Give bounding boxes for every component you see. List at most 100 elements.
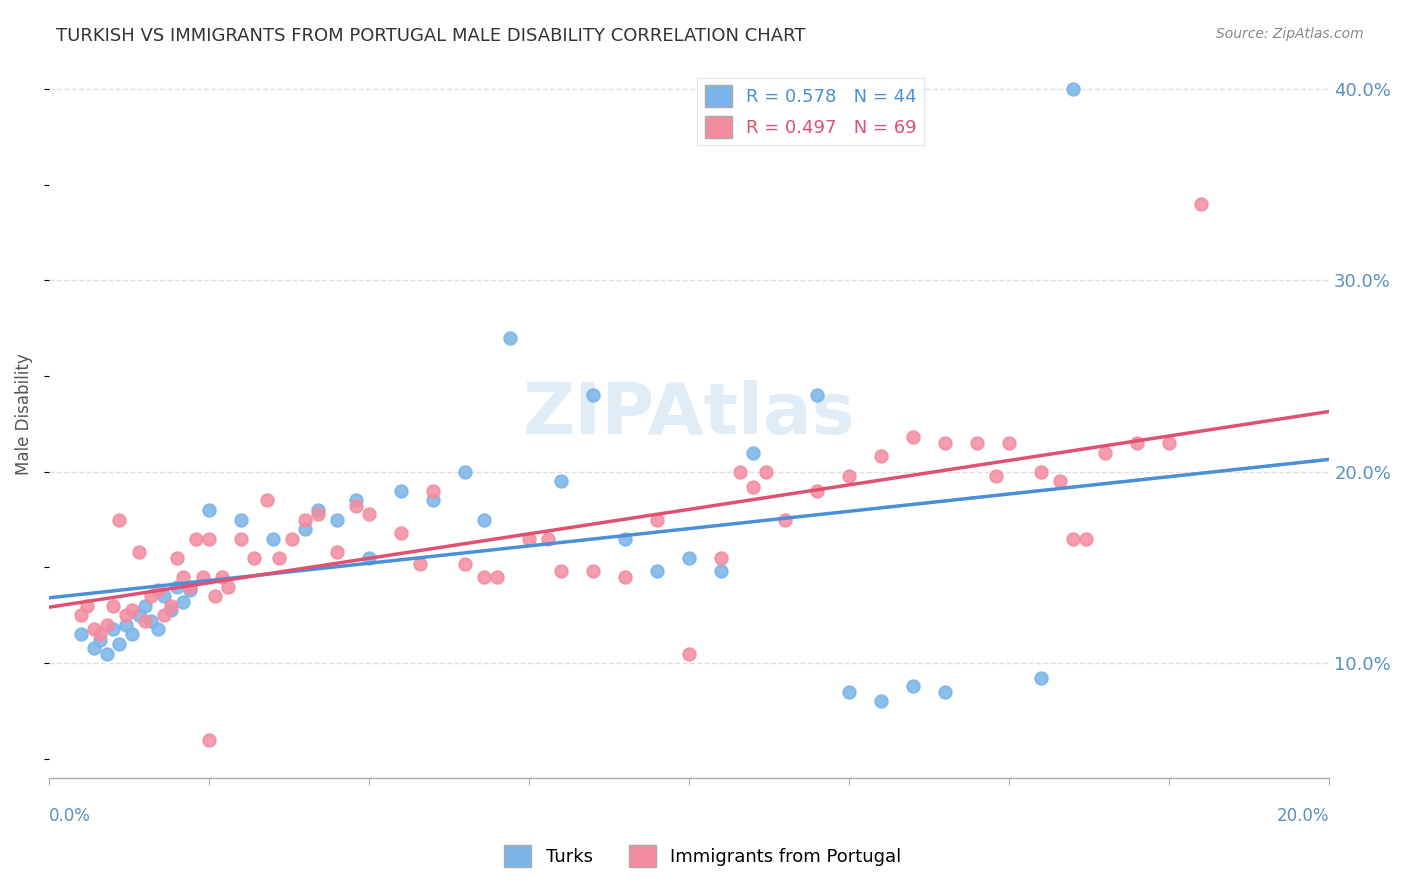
Point bbox=[121, 627, 143, 641]
Point bbox=[83, 640, 105, 655]
Point bbox=[1062, 532, 1084, 546]
Point bbox=[159, 599, 181, 613]
Point bbox=[998, 436, 1021, 450]
Point bbox=[89, 627, 111, 641]
Point bbox=[262, 532, 284, 546]
Point bbox=[472, 570, 495, 584]
Point bbox=[422, 483, 444, 498]
Point bbox=[83, 622, 105, 636]
Point bbox=[243, 550, 266, 565]
Point bbox=[344, 500, 367, 514]
Point bbox=[114, 618, 136, 632]
Point bbox=[172, 595, 194, 609]
Point bbox=[1074, 532, 1097, 546]
Point bbox=[70, 627, 93, 641]
Point bbox=[134, 614, 156, 628]
Point bbox=[141, 589, 163, 603]
Point bbox=[229, 513, 252, 527]
Point bbox=[472, 513, 495, 527]
Point bbox=[389, 483, 412, 498]
Point bbox=[645, 564, 668, 578]
Point bbox=[614, 570, 637, 584]
Point bbox=[269, 550, 291, 565]
Point bbox=[326, 513, 349, 527]
Legend: R = 0.578   N = 44, R = 0.497   N = 69: R = 0.578 N = 44, R = 0.497 N = 69 bbox=[697, 78, 924, 145]
Point bbox=[101, 622, 124, 636]
Point bbox=[389, 526, 412, 541]
Point bbox=[146, 583, 169, 598]
Point bbox=[678, 550, 700, 565]
Point bbox=[806, 388, 828, 402]
Point bbox=[108, 637, 131, 651]
Point bbox=[357, 550, 380, 565]
Text: 20.0%: 20.0% bbox=[1277, 807, 1329, 825]
Y-axis label: Male Disability: Male Disability bbox=[15, 353, 32, 475]
Point bbox=[422, 493, 444, 508]
Point bbox=[121, 602, 143, 616]
Point bbox=[838, 685, 860, 699]
Point bbox=[678, 647, 700, 661]
Point bbox=[146, 622, 169, 636]
Point bbox=[742, 445, 765, 459]
Point bbox=[1031, 465, 1053, 479]
Point bbox=[198, 532, 221, 546]
Point bbox=[256, 493, 278, 508]
Point bbox=[934, 685, 956, 699]
Point bbox=[166, 550, 188, 565]
Point bbox=[108, 513, 131, 527]
Point bbox=[870, 450, 893, 464]
Point bbox=[307, 507, 329, 521]
Point bbox=[710, 550, 733, 565]
Point bbox=[294, 522, 316, 536]
Point bbox=[806, 483, 828, 498]
Point bbox=[517, 532, 540, 546]
Point bbox=[870, 694, 893, 708]
Point bbox=[172, 570, 194, 584]
Point bbox=[96, 647, 118, 661]
Point bbox=[153, 608, 176, 623]
Point bbox=[901, 679, 924, 693]
Point bbox=[179, 580, 201, 594]
Text: 0.0%: 0.0% bbox=[49, 807, 91, 825]
Point bbox=[966, 436, 988, 450]
Point bbox=[550, 475, 572, 489]
Text: Source: ZipAtlas.com: Source: ZipAtlas.com bbox=[1216, 27, 1364, 41]
Point bbox=[198, 503, 221, 517]
Point bbox=[1159, 436, 1181, 450]
Point bbox=[141, 614, 163, 628]
Point bbox=[1094, 445, 1116, 459]
Text: ZIPAtlas: ZIPAtlas bbox=[523, 380, 855, 449]
Point bbox=[198, 732, 221, 747]
Point bbox=[217, 580, 239, 594]
Point bbox=[114, 608, 136, 623]
Point bbox=[229, 532, 252, 546]
Point bbox=[755, 465, 778, 479]
Point bbox=[96, 618, 118, 632]
Point bbox=[454, 465, 477, 479]
Point bbox=[537, 532, 560, 546]
Point bbox=[70, 608, 93, 623]
Point bbox=[710, 564, 733, 578]
Point bbox=[901, 430, 924, 444]
Point bbox=[294, 513, 316, 527]
Point bbox=[934, 436, 956, 450]
Point bbox=[357, 507, 380, 521]
Point bbox=[344, 493, 367, 508]
Point bbox=[838, 468, 860, 483]
Point bbox=[166, 580, 188, 594]
Legend: Turks, Immigrants from Portugal: Turks, Immigrants from Portugal bbox=[498, 838, 908, 874]
Point bbox=[101, 599, 124, 613]
Point bbox=[191, 570, 214, 584]
Point bbox=[128, 545, 150, 559]
Point bbox=[550, 564, 572, 578]
Point bbox=[153, 589, 176, 603]
Point bbox=[204, 589, 226, 603]
Point bbox=[645, 513, 668, 527]
Point bbox=[1062, 82, 1084, 96]
Point bbox=[211, 570, 233, 584]
Point bbox=[454, 557, 477, 571]
Point bbox=[730, 465, 752, 479]
Point bbox=[1126, 436, 1149, 450]
Point bbox=[614, 532, 637, 546]
Point bbox=[179, 583, 201, 598]
